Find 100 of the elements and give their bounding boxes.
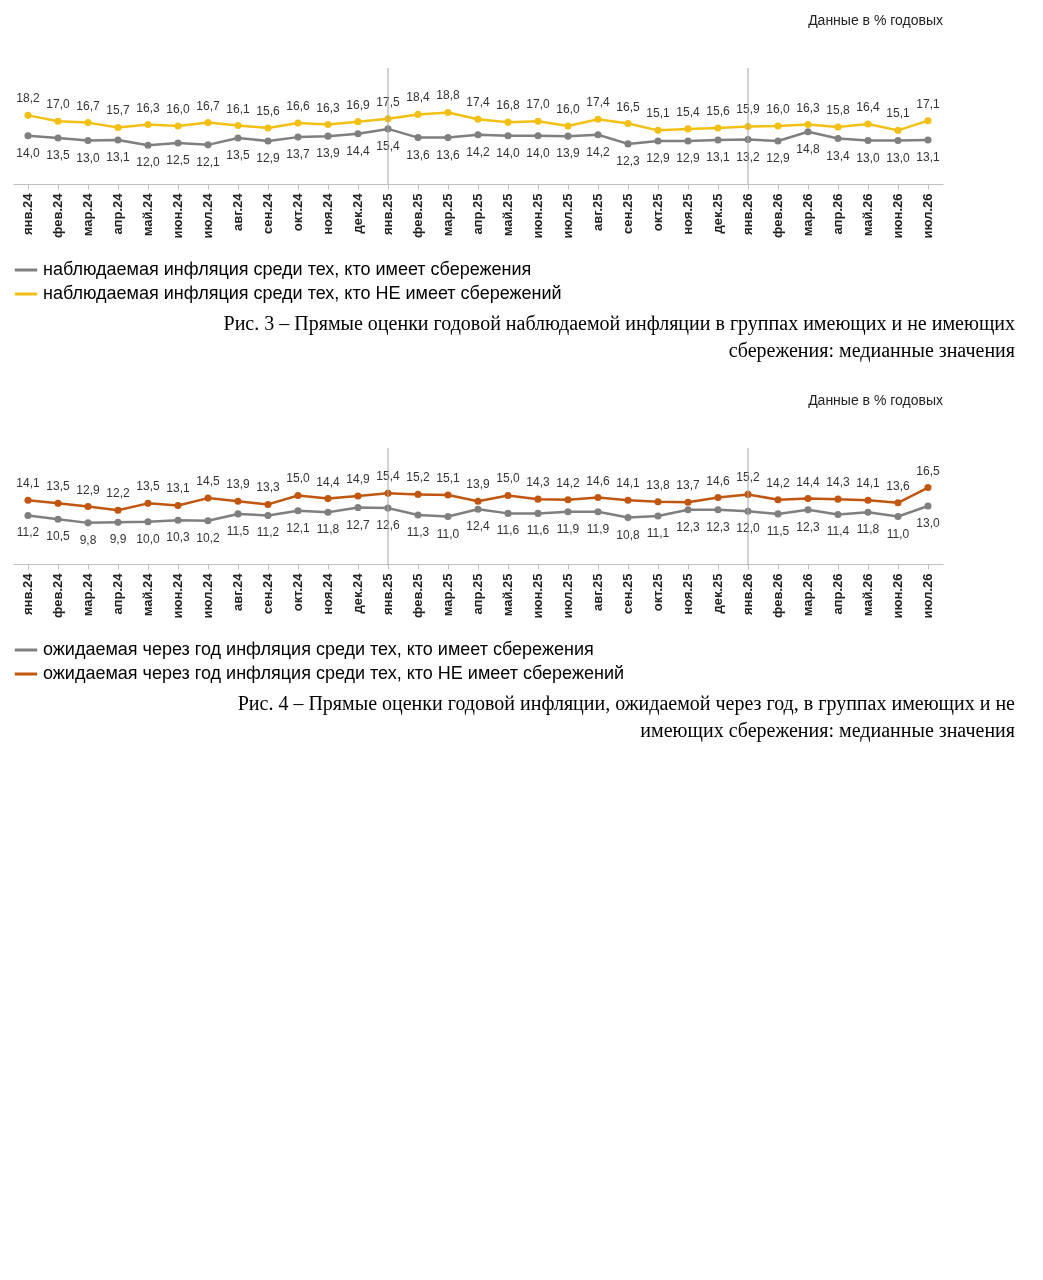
x-tick-label: апр.24 [110,192,125,235]
x-tick-label: сен.24 [260,192,275,234]
point [624,496,632,504]
x-tick-label: май.25 [500,573,515,617]
data-label: 12,9 [766,150,790,165]
legend-label: наблюдаемая инфляция среди тех, кто НЕ имеет сбережений [43,283,562,303]
data-label: 15,0 [286,471,310,486]
data-label: 11,6 [496,523,520,538]
data-label: 13,8 [646,477,670,492]
point [654,126,662,134]
point [354,504,362,512]
point [504,132,512,140]
x-tick-label: окт.24 [290,192,305,232]
x-tick-label: фев.24 [50,572,65,618]
data-label: 12,3 [616,153,640,168]
point [654,137,662,145]
data-label: 16,6 [286,99,310,114]
data-label: 15,8 [826,102,850,117]
point [804,506,812,514]
data-label: 10,2 [196,530,220,545]
data-label: 14,9 [346,471,370,486]
data-label: 10,5 [46,529,70,544]
point [174,122,182,130]
point [24,511,32,520]
text: Рис. 4 – Прямые оценки годовой инфляции, ожидаемой через год, в группах имеющих и не имеющих сбережения: медианные значения [236,691,1015,744]
point [114,518,122,526]
data-label: 12,6 [376,518,400,533]
data-label: 15,2 [736,470,760,485]
point [534,509,542,517]
data-label: 13,6 [436,147,460,162]
point [234,497,242,505]
data-label: 13,7 [676,478,700,493]
point [414,134,422,142]
point [504,491,512,499]
point [474,497,482,505]
point [54,499,62,507]
data-label: 16,0 [556,102,580,116]
data-label: 11,2 [256,525,280,540]
data-label: 16,3 [316,100,340,115]
point [864,120,872,128]
x-tick-label: апр.26 [830,573,845,615]
x-tick-label: фев.26 [770,573,785,618]
x-tick-label: мар.25 [440,573,455,617]
x-tick-label: май.26 [860,573,875,617]
data-label: 11,4 [826,524,850,539]
x-tick-label: май.26 [860,193,875,237]
point [174,516,182,524]
data-label: 12,1 [286,520,310,535]
x-tick-label: мар.26 [800,193,815,237]
point [324,495,332,503]
data-label: 11,5 [226,523,250,538]
point [624,514,632,522]
point [534,117,542,125]
data-label: 17,0 [46,97,70,112]
data-label: 12,9 [256,150,280,165]
point [114,123,122,131]
x-tick-label: окт.25 [650,193,665,232]
data-label: 16,0 [166,102,190,116]
x-tick-label: сен.25 [620,573,635,614]
x-tick-label: ноя.24 [320,572,335,615]
x-tick-label: фев.25 [410,573,425,618]
data-label: 11,9 [556,521,580,536]
data-label: 12,9 [76,482,100,497]
data-label: 13,0 [856,150,880,165]
point [294,119,302,127]
point [804,121,812,129]
data-label: 17,4 [466,95,490,110]
point [894,126,902,134]
data-label: 12,9 [646,150,670,165]
legend-label: наблюдаемая инфляция среди тех, кто имеет сбережения [43,259,532,279]
x-tick-label: ноя.25 [680,193,695,235]
point [834,510,842,518]
point [84,136,92,145]
point [354,118,362,126]
x-tick-label: май.24 [140,192,155,237]
point [264,124,272,132]
data-label: 13,6 [886,478,910,493]
point [654,512,662,520]
data-label: 16,5 [916,463,940,478]
point [324,121,332,129]
data-label: 14,3 [826,475,850,490]
point [894,513,902,521]
point [294,133,302,141]
point [474,505,482,513]
data-label: 11,6 [526,523,550,538]
point [174,501,182,509]
point [684,125,692,133]
x-tick-label: фев.25 [410,193,425,238]
point [24,132,32,140]
x-tick-label: авг.25 [590,193,605,231]
x-tick-label: апр.26 [830,193,845,235]
data-label: 15,4 [676,104,700,119]
point [714,494,722,502]
data-label: 10,8 [616,527,640,542]
legend-label: ожидаемая через год инфляция среди тех, кто имеет сбережения [43,639,594,659]
data-label: 14,8 [796,141,820,156]
data-label: 11,1 [646,526,670,541]
data-label: 12,9 [676,150,700,165]
data-label: 12,0 [736,521,760,536]
x-tick-label: сен.25 [620,193,635,234]
